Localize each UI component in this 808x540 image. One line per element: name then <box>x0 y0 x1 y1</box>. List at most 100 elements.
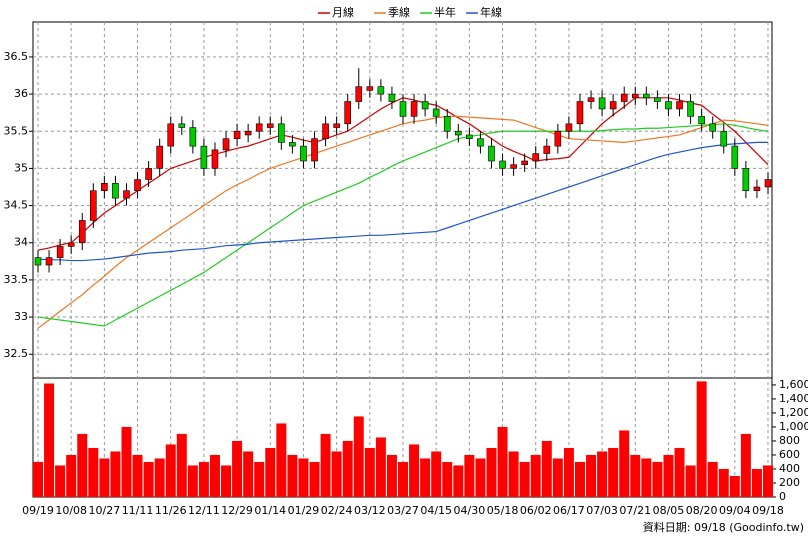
legend-label: 年線 <box>480 5 502 19</box>
volume-bar <box>132 454 143 497</box>
volume-bar <box>386 454 397 497</box>
volume-bar <box>66 454 77 497</box>
volume-bar <box>176 433 187 497</box>
x-tick-label: 12/11 <box>188 504 220 517</box>
volume-bar <box>320 433 331 497</box>
volume-bar <box>276 423 287 497</box>
legend-label: 半年 <box>434 5 456 19</box>
y2-tick-label: 200 <box>779 476 800 489</box>
volume-bar <box>232 440 243 497</box>
volume-bar <box>597 451 608 497</box>
candle-body <box>34 257 42 266</box>
volume-bar <box>298 458 309 497</box>
candle-body <box>499 160 506 169</box>
volume-bar <box>442 461 453 497</box>
candle-body <box>101 182 108 192</box>
candle-body <box>488 145 495 162</box>
candle-body <box>255 123 263 132</box>
volume-bar <box>99 458 110 497</box>
x-tick-label: 09/04 <box>719 504 751 517</box>
candle-body <box>311 138 318 162</box>
candle-body <box>543 145 551 154</box>
candle-body <box>388 93 396 102</box>
volume-bar <box>375 437 386 497</box>
volume-bar <box>364 447 375 497</box>
candle-body <box>289 142 296 147</box>
y2-tick-label: 0 <box>779 490 786 503</box>
y2-tick-label: 1,200 <box>779 406 808 419</box>
x-tick-label: 07/03 <box>586 504 618 517</box>
y-tick-label: 32.5 <box>4 347 29 360</box>
candle-body <box>222 138 230 151</box>
candle-body <box>753 186 761 192</box>
candle-body <box>443 116 451 132</box>
volume-bar <box>110 451 121 497</box>
candle-body <box>477 138 484 147</box>
y-tick-label: 35 <box>14 161 28 174</box>
candle-body <box>631 93 639 99</box>
candle-body <box>554 130 562 147</box>
volume-bar <box>563 447 574 497</box>
ma-line <box>37 141 768 262</box>
candle-body <box>720 130 728 147</box>
x-tick-label: 12/29 <box>221 504 253 517</box>
volume-bar <box>265 447 276 497</box>
x-tick-label: 04/30 <box>454 504 486 517</box>
x-tick-label: 11/11 <box>122 504 154 517</box>
candle-body <box>576 101 584 125</box>
x-tick-label: 03/27 <box>387 504 419 517</box>
candle-body <box>145 168 152 180</box>
volume-bar <box>187 465 198 497</box>
x-tick-label: 09/18 <box>752 504 784 517</box>
ma-line <box>37 123 769 327</box>
y2-tick-label: 600 <box>779 448 800 461</box>
footnote: 資料日期: 09/18 (Goodinfo.tw) <box>643 520 804 534</box>
candle-body <box>709 123 716 132</box>
x-tick-label: 03/12 <box>354 504 386 517</box>
volume-bar <box>718 468 729 497</box>
volume-bar <box>309 461 320 497</box>
candle-body <box>156 145 163 169</box>
x-tick-label: 06/02 <box>520 504 552 517</box>
x-tick-label: 08/20 <box>686 504 718 517</box>
candle-body <box>598 97 606 110</box>
candle-body <box>643 93 650 99</box>
candle-body <box>134 179 141 192</box>
y2-tick-label: 1,000 <box>779 420 808 433</box>
candle-body <box>620 93 628 102</box>
candle-body <box>609 101 617 110</box>
volume-bar <box>165 444 176 497</box>
candle-body <box>167 123 175 147</box>
volume-bar <box>552 458 563 497</box>
candle-body <box>521 160 528 165</box>
volume-bar <box>44 383 55 497</box>
volume-bar <box>154 458 165 497</box>
x-tick-label: 07/21 <box>619 504 651 517</box>
volume-bar <box>453 465 464 497</box>
candle-body <box>189 127 197 147</box>
volume-bar <box>685 465 696 497</box>
candle-body <box>366 86 374 91</box>
y-tick-label: 36 <box>14 87 28 100</box>
candle-body <box>123 190 130 199</box>
volume-bar <box>751 468 762 497</box>
volume-bar <box>763 465 773 497</box>
candle-body <box>300 145 307 162</box>
volume-bar <box>121 426 132 497</box>
volume-bar <box>464 454 475 497</box>
volume-bar <box>209 454 220 497</box>
volume-bar <box>287 454 298 497</box>
volume-bar <box>619 430 630 497</box>
volume-bar <box>696 381 707 497</box>
x-tick-label: 06/17 <box>553 504 585 517</box>
volume-bar <box>497 426 508 497</box>
volume-bar <box>353 416 364 497</box>
x-tick-label: 02/24 <box>321 504 353 517</box>
y2-tick-label: 800 <box>779 434 800 447</box>
candle-body <box>421 101 429 110</box>
candle-body <box>278 123 285 143</box>
candle-body <box>587 97 595 102</box>
candle-body <box>399 101 407 117</box>
volume-bar <box>586 454 597 497</box>
